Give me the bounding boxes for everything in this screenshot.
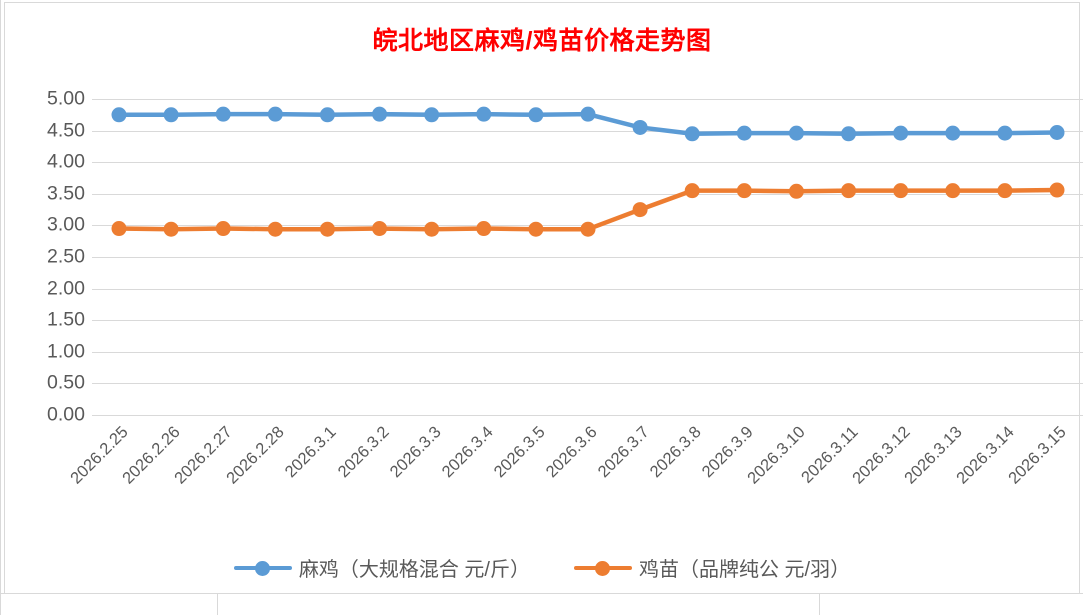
data-point-marker[interactable] [736, 125, 752, 141]
gridline [92, 162, 1083, 164]
data-point-marker[interactable] [893, 125, 909, 141]
data-point-marker[interactable] [997, 183, 1013, 199]
gridline [92, 351, 1083, 353]
data-point-marker[interactable] [736, 183, 752, 199]
data-point-marker[interactable] [684, 183, 700, 199]
data-point-marker[interactable] [528, 107, 544, 123]
data-point-marker[interactable] [424, 221, 440, 237]
y-tick-label: 3.00 [47, 213, 85, 236]
plot-area [92, 99, 1083, 416]
gridline [92, 383, 1083, 385]
data-point-marker[interactable] [163, 107, 179, 123]
data-point-marker[interactable] [111, 221, 127, 237]
y-tick-label: 2.00 [47, 277, 85, 300]
y-tick-label: 4.00 [47, 150, 85, 173]
y-tick-label: 3.50 [47, 182, 85, 205]
data-point-marker[interactable] [163, 221, 179, 237]
data-point-marker[interactable] [945, 183, 961, 199]
legend-marker-line-icon [233, 560, 292, 576]
y-axis: 5.00 4.50 4.00 3.50 3.00 2.50 2.00 1.50 1.00 0.50… [5, 88, 85, 426]
data-point-marker[interactable] [893, 183, 909, 199]
legend-item-jimiao[interactable]: 鸡苗（品牌纯公 元/羽） [574, 553, 850, 582]
data-point-marker[interactable] [476, 106, 492, 122]
gridline [92, 320, 1083, 322]
data-point-marker[interactable] [788, 125, 804, 141]
data-point-marker[interactable] [1049, 125, 1065, 140]
data-point-marker[interactable] [372, 106, 388, 122]
y-tick-label: 5.00 [47, 87, 85, 110]
gridline [92, 257, 1083, 258]
y-tick-label: 1.50 [47, 308, 85, 331]
gridline [92, 99, 1083, 100]
series-layer [111, 106, 1065, 237]
x-axis: 2026.2.25 2026.2.26 2026.2.27 2026.2.28 2026… [67, 415, 1083, 525]
data-point-marker[interactable] [684, 126, 700, 142]
data-point-marker[interactable] [841, 126, 857, 142]
y-tick-label: 4.50 [47, 119, 85, 142]
data-point-marker[interactable] [319, 107, 335, 123]
data-point-marker[interactable] [841, 183, 857, 199]
data-point-marker[interactable] [319, 221, 335, 237]
data-point-marker[interactable] [632, 119, 648, 135]
y-tick-label: 1.00 [47, 340, 85, 363]
legend-item-mahji[interactable]: 麻鸡（大规格混合 元/斤） [233, 553, 530, 582]
data-point-marker[interactable] [267, 221, 283, 237]
gridline [92, 193, 1083, 195]
data-point-marker[interactable] [215, 221, 231, 237]
legend-label-series-1: 鸡苗（品牌纯公 元/羽） [639, 559, 851, 581]
legend-marker-line-icon [574, 560, 632, 576]
data-point-marker[interactable] [580, 106, 596, 122]
legend-label-series-0: 麻鸡（大规格混合 元/斤） [298, 559, 530, 581]
data-point-marker[interactable] [372, 221, 388, 237]
data-point-marker[interactable] [945, 125, 961, 141]
data-point-marker[interactable] [997, 125, 1013, 141]
chart-title: 皖北地区麻鸡/鸡苗价格走势图 [372, 27, 712, 55]
y-tick-label: 0.50 [47, 371, 85, 394]
y-tick-label: 2.50 [47, 245, 85, 268]
y-tick-label: 0.00 [47, 403, 85, 426]
data-point-marker[interactable] [528, 221, 544, 237]
data-point-marker[interactable] [580, 221, 596, 237]
data-point-marker[interactable] [111, 107, 127, 123]
data-point-marker[interactable] [424, 107, 440, 123]
data-point-marker[interactable] [788, 183, 804, 199]
data-point-marker[interactable] [476, 221, 492, 237]
gridline [92, 130, 1083, 132]
data-point-marker[interactable] [632, 202, 648, 218]
chart-legend: 麻鸡（大规格混合 元/斤） 鸡苗（品牌纯公 元/羽） [5, 553, 1079, 582]
data-point-marker[interactable] [267, 106, 283, 122]
data-point-marker[interactable] [215, 106, 231, 122]
data-point-marker[interactable] [1049, 182, 1065, 198]
chart-container[interactable]: 皖北地区麻鸡/鸡苗价格走势图 5.00 4.50 4.00 3.50 3.00 2.50 2… [4, 2, 1083, 594]
gridline [92, 415, 1083, 416]
gridline [92, 288, 1083, 290]
